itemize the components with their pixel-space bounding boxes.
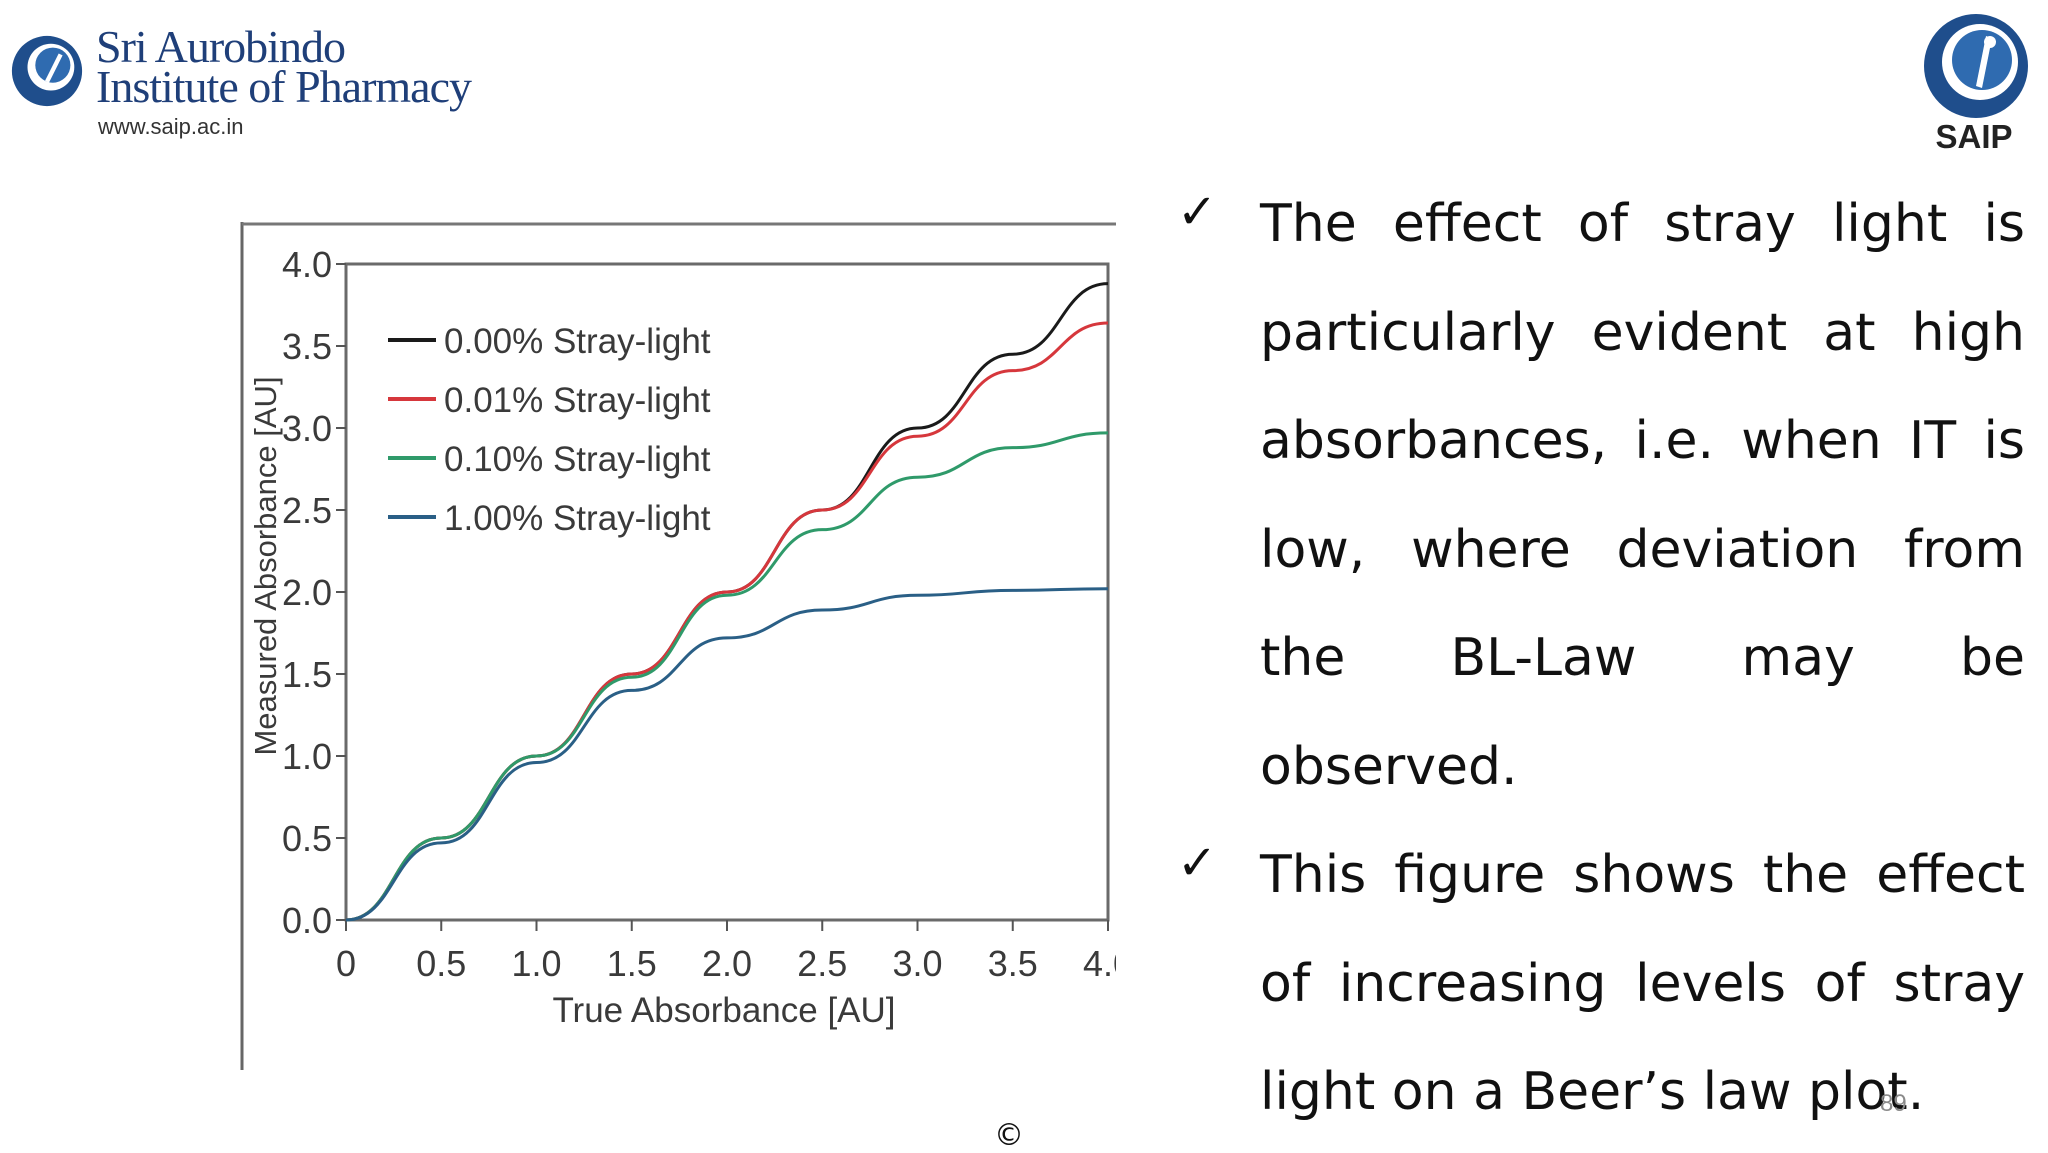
x-tick-label: 1.5 — [607, 943, 657, 984]
legend-label: 0.10% Stray-light — [444, 440, 711, 479]
chart-svg: 0 0.5 1.0 1.5 2.0 2.5 3.0 3.5 4.0 0.0 0.5 1.0 1.5 2.0… — [240, 222, 1116, 1070]
y-tick-label: 4.0 — [282, 244, 332, 285]
x-tick-label: 0 — [336, 943, 356, 984]
x-tick-label: 2.5 — [797, 943, 847, 984]
bullet-text: The effect of stray light is particularl… — [1260, 194, 2025, 797]
copyright-symbol: © — [994, 1118, 1024, 1153]
saip-logo-text: SAIP — [1935, 118, 2013, 155]
series-line — [345, 282, 1109, 922]
x-tick-label: 3.5 — [988, 943, 1038, 984]
x-tick-label: 4.0 — [1083, 943, 1116, 984]
y-tick-label: 2.0 — [282, 572, 332, 613]
x-tick-label: 3.0 — [892, 943, 942, 984]
y-tick-label: 2.5 — [282, 490, 332, 531]
bullet-item: ✓ This figure shows the effect of increa… — [1175, 821, 2025, 1147]
y-axis-label: Measured Absorbance [AU] — [248, 376, 283, 755]
saip-emblem-icon — [1924, 14, 2028, 118]
institute-name-line1: Sri Aurobindo — [96, 21, 346, 72]
institute-logo: Sri Aurobindo Institute of Pharmacy www.… — [8, 22, 488, 142]
y-tick-label: 1.0 — [282, 736, 332, 777]
legend-label: 0.01% Stray-light — [444, 381, 711, 420]
x-tick-label: 0.5 — [416, 943, 466, 984]
institute-emblem-icon — [11, 35, 83, 107]
y-tick-label: 0.5 — [282, 818, 332, 859]
bullet-list: ✓ The effect of stray light is particula… — [1175, 170, 2025, 1147]
x-tick-label: 2.0 — [702, 943, 752, 984]
bullet-text: This figure shows the effect of increasi… — [1260, 845, 2025, 1122]
y-tick-label: 1.5 — [282, 654, 332, 695]
x-axis-label: True Absorbance [AU] — [552, 991, 895, 1030]
series-line — [345, 431, 1109, 922]
y-tick-label: 3.0 — [282, 408, 332, 449]
institute-name-line2: Institute of Pharmacy — [96, 61, 472, 112]
saip-logo: SAIP — [1900, 8, 2048, 158]
series-line — [345, 587, 1109, 922]
legend-label: 0.00% Stray-light — [444, 322, 711, 361]
stray-light-chart: 0 0.5 1.0 1.5 2.0 2.5 3.0 3.5 4.0 0.0 0.5 1.0 1.5 2.0… — [236, 222, 1116, 1072]
x-tick-label: 1.0 — [511, 943, 561, 984]
checkmark-icon: ✓ — [1177, 184, 1218, 240]
legend-label: 1.00% Stray-light — [444, 499, 711, 538]
checkmark-icon: ✓ — [1177, 835, 1218, 891]
page-number: 89 — [1880, 1090, 1907, 1117]
institute-website: www.saip.ac.in — [98, 114, 244, 139]
y-tick-label: 0.0 — [282, 900, 332, 941]
y-tick-label: 3.5 — [282, 326, 332, 367]
bullet-item: ✓ The effect of stray light is particula… — [1175, 170, 2025, 821]
